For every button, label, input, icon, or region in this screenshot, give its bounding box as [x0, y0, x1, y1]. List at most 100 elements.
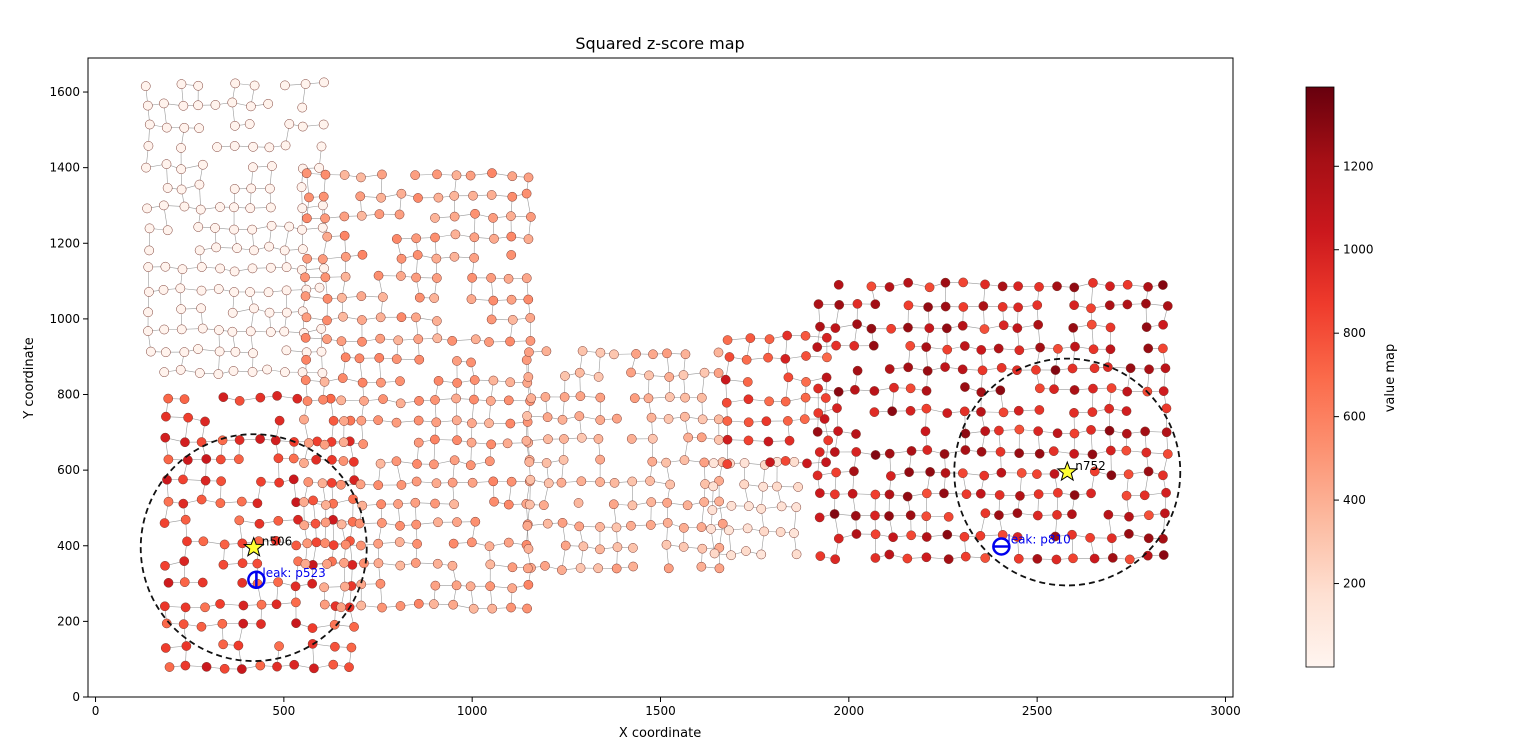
network-node	[524, 457, 535, 467]
network-node	[232, 243, 242, 253]
network-node	[337, 292, 347, 303]
network-node	[273, 577, 283, 587]
network-node	[976, 345, 987, 355]
network-node	[578, 541, 589, 552]
network-node	[396, 312, 407, 323]
network-node	[247, 263, 258, 274]
network-node	[1105, 344, 1116, 355]
network-node	[829, 509, 840, 519]
network-node	[338, 456, 349, 466]
network-node	[595, 392, 606, 403]
network-node	[236, 496, 247, 507]
network-node	[159, 367, 170, 377]
network-node	[211, 242, 222, 253]
network-node	[1103, 509, 1114, 520]
network-node	[376, 499, 387, 510]
network-node	[375, 578, 386, 589]
network-node	[373, 538, 384, 549]
network-node	[905, 341, 916, 351]
network-node	[812, 427, 823, 437]
network-node	[255, 434, 265, 444]
network-node	[245, 287, 255, 297]
network-node	[830, 323, 841, 333]
network-node	[432, 558, 443, 569]
network-node	[488, 213, 498, 223]
network-node	[452, 517, 462, 527]
network-node	[1069, 282, 1080, 293]
network-node	[247, 367, 258, 377]
network-node	[1033, 319, 1044, 330]
network-node	[356, 540, 366, 551]
network-node	[507, 562, 518, 573]
network-node	[815, 321, 825, 332]
network-node	[507, 583, 518, 594]
network-node	[430, 498, 440, 509]
network-node	[291, 540, 302, 551]
network-node	[230, 120, 240, 131]
network-node	[193, 344, 203, 354]
network-node	[699, 367, 710, 378]
network-node	[488, 375, 499, 386]
network-node	[467, 537, 477, 548]
network-node	[447, 335, 458, 346]
network-node	[307, 578, 318, 589]
network-node	[449, 211, 460, 222]
network-node	[902, 553, 913, 564]
network-node	[679, 523, 689, 533]
network-node	[291, 597, 301, 608]
network-node	[194, 179, 205, 190]
network-node	[271, 535, 281, 546]
network-node	[922, 445, 933, 455]
network-node	[713, 347, 724, 358]
network-node	[293, 514, 303, 525]
network-node	[680, 392, 690, 403]
network-node	[200, 475, 211, 486]
network-node	[1033, 489, 1044, 499]
network-node	[595, 347, 606, 358]
plot-background	[88, 58, 1233, 697]
network-node	[201, 662, 212, 672]
network-node	[1105, 281, 1115, 292]
network-node	[140, 81, 151, 91]
network-node	[980, 279, 990, 290]
network-node	[183, 412, 193, 423]
network-node	[593, 372, 604, 382]
network-node	[411, 272, 421, 283]
network-node	[832, 403, 842, 413]
network-node	[595, 454, 605, 465]
network-node	[256, 476, 266, 487]
network-node	[576, 476, 587, 487]
network-node	[317, 478, 328, 489]
network-node	[301, 312, 312, 323]
network-node	[354, 353, 365, 364]
network-node	[574, 367, 585, 378]
network-node	[959, 406, 970, 417]
network-node	[339, 416, 349, 426]
network-node	[678, 542, 689, 552]
network-node	[886, 323, 897, 334]
network-node	[1070, 341, 1080, 352]
network-node	[319, 439, 330, 450]
network-node	[1048, 446, 1059, 456]
network-node	[611, 563, 622, 574]
network-node	[468, 603, 479, 614]
network-node	[143, 141, 154, 151]
network-node	[431, 417, 442, 428]
network-node	[319, 376, 330, 387]
network-node	[284, 221, 295, 232]
network-node	[957, 364, 968, 375]
network-node	[449, 499, 459, 510]
network-node	[449, 455, 460, 466]
network-node	[431, 478, 442, 489]
network-node	[1089, 466, 1100, 477]
network-node	[214, 346, 225, 357]
network-node	[316, 141, 327, 152]
network-node	[1105, 322, 1116, 333]
network-node	[997, 302, 1008, 312]
network-node	[979, 324, 990, 334]
network-node	[870, 299, 881, 310]
network-node	[645, 520, 656, 530]
network-node	[940, 301, 951, 312]
network-node	[645, 476, 655, 486]
network-node	[542, 518, 553, 529]
